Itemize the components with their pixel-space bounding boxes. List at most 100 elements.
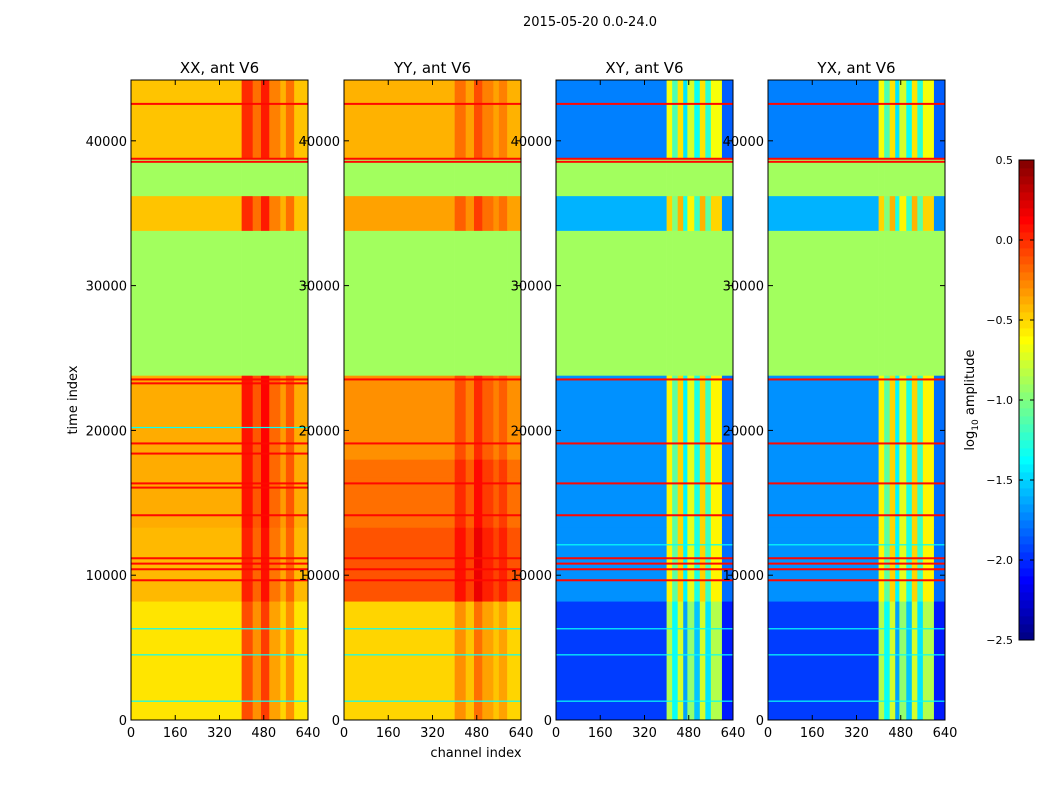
x-tick-label: 160 bbox=[163, 726, 188, 741]
colorbar-segment bbox=[1019, 160, 1034, 169]
heatmap-cell bbox=[694, 80, 701, 159]
heatmap-cell bbox=[280, 195, 287, 231]
heatmap-cell bbox=[285, 601, 295, 721]
heatmap-cell bbox=[922, 601, 935, 721]
heatmap-cell bbox=[899, 158, 907, 197]
heatmap-cell bbox=[344, 375, 455, 460]
colorbar-segment bbox=[1019, 232, 1034, 241]
heatmap-cell bbox=[884, 230, 890, 376]
figure-title: 2015-05-20 0.0-24.0 bbox=[523, 15, 657, 30]
heatmap-cell bbox=[917, 80, 924, 159]
heatmap-cell bbox=[895, 375, 900, 528]
heatmap-cell bbox=[672, 195, 678, 231]
heatmap-cell bbox=[699, 195, 706, 231]
colorbar-tick-label: −1.0 bbox=[986, 394, 1013, 407]
x-tick-label: 640 bbox=[509, 726, 534, 741]
colorbar-segment bbox=[1019, 448, 1034, 457]
colorbar-segment bbox=[1019, 280, 1034, 289]
heatmap-cell bbox=[507, 527, 522, 602]
heatmap-cell bbox=[672, 158, 678, 197]
colorbar-segment bbox=[1019, 512, 1034, 521]
heatmap-cell bbox=[895, 158, 900, 197]
heatmap-flag-line bbox=[768, 102, 945, 105]
heatmap-cell bbox=[556, 601, 667, 721]
colorbar-segment bbox=[1019, 360, 1034, 369]
colorbar-segment bbox=[1019, 416, 1034, 425]
colorbar-tick-label: 0.5 bbox=[996, 154, 1014, 167]
heatmap-cell bbox=[687, 601, 695, 721]
heatmap-cell bbox=[131, 195, 242, 231]
heatmap-row-line bbox=[556, 700, 733, 702]
colorbar-segment bbox=[1019, 320, 1034, 329]
colorbar-segment bbox=[1019, 528, 1034, 537]
heatmap-cell bbox=[482, 158, 494, 197]
heatmap-cell bbox=[889, 375, 896, 528]
y-tick-label: 30000 bbox=[511, 280, 552, 295]
heatmap-cell bbox=[933, 158, 946, 197]
panel-xy: XY, ant V6 0 160 320 480 640 0 10000 20000 30000 4… bbox=[511, 59, 746, 741]
heatmap-cell bbox=[878, 375, 885, 528]
heatmap-cell bbox=[131, 375, 242, 528]
heatmap-flag-line bbox=[131, 579, 308, 582]
heatmap-cell bbox=[895, 601, 900, 721]
heatmap-cell bbox=[294, 195, 309, 231]
heatmap-flag-line bbox=[131, 102, 308, 105]
heatmap-cell bbox=[131, 80, 242, 159]
heatmap-flag-line bbox=[131, 382, 308, 385]
heatmap-cell bbox=[677, 80, 684, 159]
heatmap-cell bbox=[507, 80, 522, 159]
colorbar-segment bbox=[1019, 408, 1034, 417]
heatmap-cell bbox=[884, 195, 890, 231]
x-tick-label: 480 bbox=[251, 726, 276, 741]
heatmap-cell bbox=[694, 601, 701, 721]
heatmap-cell bbox=[260, 230, 270, 376]
heatmap-cell bbox=[889, 230, 896, 376]
y-tick-label: 30000 bbox=[299, 280, 340, 295]
x-tick-label: 480 bbox=[676, 726, 701, 741]
heatmap-cell bbox=[260, 601, 270, 721]
heatmap-flag-line bbox=[344, 160, 521, 163]
heatmap-cell bbox=[677, 375, 684, 528]
heatmap-row-line bbox=[768, 628, 945, 630]
heatmap-cell bbox=[672, 80, 678, 159]
heatmap-flag-line bbox=[344, 579, 521, 582]
heatmap-cell bbox=[482, 195, 494, 231]
heatmap-cell bbox=[884, 601, 890, 721]
heatmap-cell bbox=[878, 158, 885, 197]
heatmap-cell bbox=[498, 375, 508, 460]
heatmap-cell bbox=[922, 80, 935, 159]
heatmap-flag-line bbox=[556, 378, 733, 381]
heatmap-flag-line bbox=[768, 442, 945, 445]
colorbar-segment bbox=[1019, 272, 1034, 281]
heatmap-cell bbox=[895, 80, 900, 159]
heatmap-flag-line bbox=[344, 568, 521, 571]
heatmap-cell bbox=[465, 80, 475, 159]
panel-title: XY, ant V6 bbox=[605, 59, 683, 77]
heatmap-cell bbox=[280, 80, 287, 159]
heatmap-flag-line bbox=[768, 579, 945, 582]
heatmap-cell bbox=[899, 195, 907, 231]
heatmap-cell bbox=[889, 195, 896, 231]
heatmap-cell bbox=[482, 230, 494, 376]
heatmap-row-line bbox=[768, 544, 945, 546]
heatmap-cell bbox=[344, 195, 455, 231]
heatmap-cell bbox=[454, 230, 466, 376]
colorbar-segment bbox=[1019, 480, 1034, 489]
heatmap-cell bbox=[344, 527, 455, 602]
heatmap-flag-line bbox=[556, 482, 733, 485]
heatmap-cell bbox=[241, 601, 253, 721]
heatmap-cell bbox=[721, 195, 734, 231]
heatmap-cell bbox=[260, 195, 270, 231]
heatmap-cell bbox=[294, 158, 309, 197]
heatmap-cell bbox=[699, 158, 706, 197]
heatmap-flag-line bbox=[768, 568, 945, 571]
heatmap-cell bbox=[895, 230, 900, 376]
heatmap-flag-line bbox=[556, 557, 733, 560]
heatmap-cell bbox=[131, 601, 242, 721]
colorbar-segment bbox=[1019, 464, 1034, 473]
heatmap-cell bbox=[269, 601, 281, 721]
heatmap-cell bbox=[294, 601, 309, 721]
heatmap-flag-line bbox=[768, 562, 945, 565]
heatmap-cell bbox=[482, 601, 494, 721]
heatmap-flag-line bbox=[131, 557, 308, 560]
